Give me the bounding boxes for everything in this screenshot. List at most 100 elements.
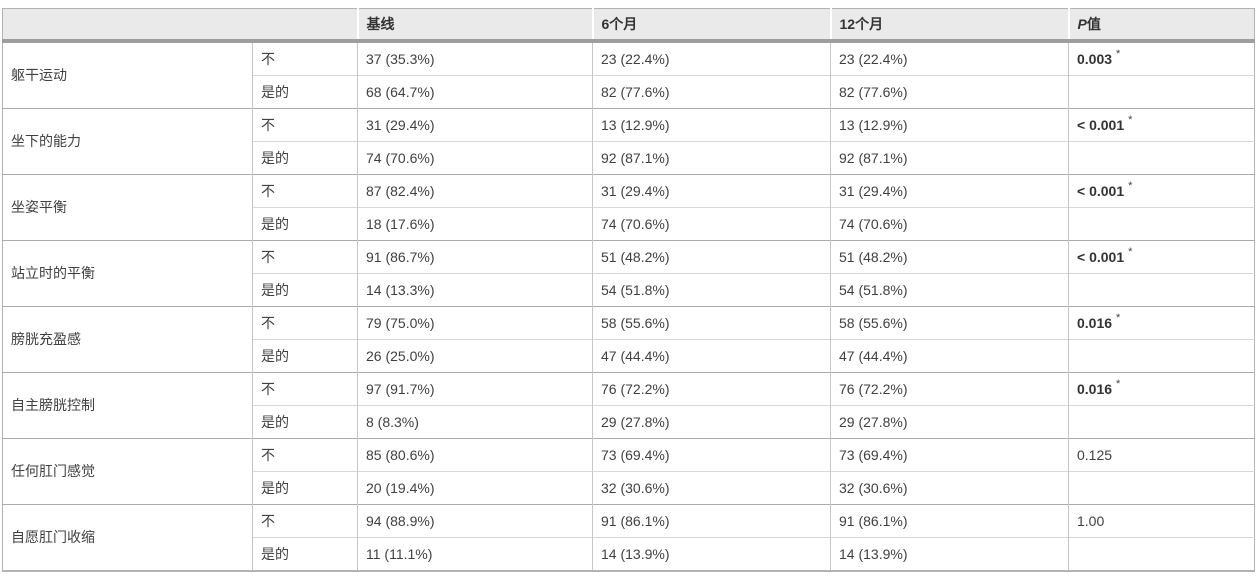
- answer-cell: 不: [252, 437, 358, 471]
- answer-cell: 不: [252, 107, 358, 141]
- item-cell: 自愿肛门收缩: [2, 503, 253, 571]
- table-row: 站立时的平衡不 91 (86.7%) 51 (48.2%) 51 (48.2%) < 0…: [2, 239, 1255, 306]
- value-cell-6month: 76 (72.2%): [592, 371, 831, 405]
- header-cell-pvalue: P值: [1067, 8, 1255, 43]
- header-cell-baseline: 基线: [356, 8, 593, 43]
- value-cell-6month: 73 (69.4%): [592, 437, 831, 471]
- value-cell-12month: 91 (86.1%): [830, 503, 1069, 537]
- answer-cell: 是的: [252, 272, 358, 306]
- table-header: 基线 6个月 12个月 P值: [2, 8, 1255, 43]
- header-cell-12month: 12个月: [829, 8, 1069, 43]
- header-cell-spacer: [2, 8, 358, 43]
- value-cell-baseline: 26 (25.0%): [357, 338, 593, 372]
- answer-cell: 不: [252, 40, 358, 75]
- p-value-cell: [1068, 536, 1255, 571]
- significance-asterisk: *: [1128, 245, 1133, 258]
- value-cell-6month: 92 (87.1%): [592, 140, 831, 174]
- answer-cell: 不: [252, 503, 358, 537]
- item-cell: 任何肛门感觉: [2, 437, 253, 504]
- value-cell-12month: 74 (70.6%): [830, 206, 1069, 240]
- p-value-cell: 0.016 *: [1068, 305, 1255, 339]
- answer-cell: 是的: [252, 140, 358, 174]
- item-cell: 坐姿平衡: [2, 173, 253, 240]
- value-cell-6month: 74 (70.6%): [592, 206, 831, 240]
- p-value-italic-letter: P: [1077, 15, 1087, 32]
- item-cell: 自主膀胱控制: [2, 371, 253, 438]
- value-cell-baseline: 91 (86.7%): [357, 239, 593, 273]
- p-value-cell: 0.125: [1068, 437, 1255, 471]
- value-cell-6month: 51 (48.2%): [592, 239, 831, 273]
- value-cell-baseline: 31 (29.4%): [357, 107, 593, 141]
- p-value-suffix: 值: [1086, 15, 1101, 32]
- p-value-cell: [1068, 338, 1255, 372]
- value-cell-12month: 13 (12.9%): [830, 107, 1069, 141]
- value-cell-6month: 54 (51.8%): [592, 272, 831, 306]
- value-cell-baseline: 87 (82.4%): [357, 173, 593, 207]
- table-row: 自愿肛门收缩不 94 (88.9%) 91 (86.1%) 91 (86.1%) 1.0…: [2, 503, 1255, 571]
- answer-cell: 是的: [252, 338, 358, 372]
- answer-cell: 是的: [252, 404, 358, 438]
- answer-cell: 是的: [252, 536, 358, 571]
- significance-asterisk: *: [1116, 47, 1121, 60]
- answer-cell: 是的: [252, 74, 358, 108]
- p-value-text: 0.003: [1077, 50, 1113, 67]
- value-cell-12month: 51 (48.2%): [830, 239, 1069, 273]
- item-cell: 膀胱充盈感: [2, 305, 253, 372]
- p-value-text: 0.016: [1077, 380, 1113, 397]
- answer-cell: 是的: [252, 470, 358, 504]
- p-value-cell: [1068, 404, 1255, 438]
- table-row: 是的 26 (25.0%) 47 (44.4%) 47 (44.4%): [3, 338, 1255, 372]
- p-value-cell: [1068, 470, 1255, 504]
- value-cell-baseline: 68 (64.7%): [357, 74, 593, 108]
- table-row: 是的 8 (8.3%) 29 (27.8%) 29 (27.8%): [3, 404, 1255, 438]
- value-cell-6month: 47 (44.4%): [592, 338, 831, 372]
- value-cell-12month: 76 (72.2%): [830, 371, 1069, 405]
- table-row: 是的 20 (19.4%) 32 (30.6%) 32 (30.6%): [3, 470, 1255, 504]
- value-cell-12month: 54 (51.8%): [830, 272, 1069, 306]
- p-value-cell: < 0.001 *: [1068, 239, 1255, 273]
- item-cell: 躯干运动: [2, 40, 253, 108]
- value-cell-baseline: 8 (8.3%): [357, 404, 593, 438]
- value-cell-baseline: 14 (13.3%): [357, 272, 593, 306]
- table-body: 躯干运动不 37 (35.3%) 23 (22.4%) 23 (22.4%) 0.003…: [2, 40, 1255, 571]
- significance-asterisk: *: [1128, 179, 1133, 192]
- value-cell-6month: 58 (55.6%): [592, 305, 831, 339]
- p-value-cell: < 0.001 *: [1068, 107, 1255, 141]
- value-cell-12month: 82 (77.6%): [830, 74, 1069, 108]
- item-cell: 坐下的能力: [2, 107, 253, 174]
- table-row: 膀胱充盈感不 79 (75.0%) 58 (55.6%) 58 (55.6%) 0.01…: [2, 305, 1255, 372]
- value-cell-6month: 82 (77.6%): [592, 74, 831, 108]
- significance-asterisk: *: [1116, 377, 1121, 390]
- value-cell-baseline: 97 (91.7%): [357, 371, 593, 405]
- p-value-cell: 1.00: [1068, 503, 1255, 537]
- table-row: 坐姿平衡不 87 (82.4%) 31 (29.4%) 31 (29.4%) < 0.0…: [2, 173, 1255, 240]
- p-value-cell: [1068, 140, 1255, 174]
- p-value-text: < 0.001: [1077, 248, 1125, 265]
- answer-cell: 不: [252, 371, 358, 405]
- header-cell-6month: 6个月: [591, 8, 831, 43]
- value-cell-baseline: 74 (70.6%): [357, 140, 593, 174]
- value-cell-6month: 23 (22.4%): [592, 40, 831, 75]
- value-cell-baseline: 79 (75.0%): [357, 305, 593, 339]
- value-cell-12month: 47 (44.4%): [830, 338, 1069, 372]
- table-row: 是的 68 (64.7%) 82 (77.6%) 82 (77.6%): [3, 74, 1255, 108]
- value-cell-6month: 32 (30.6%): [592, 470, 831, 504]
- table-row: 坐下的能力不 31 (29.4%) 13 (12.9%) 13 (12.9%) < 0.…: [2, 107, 1255, 174]
- value-cell-6month: 31 (29.4%): [592, 173, 831, 207]
- value-cell-6month: 91 (86.1%): [592, 503, 831, 537]
- answer-cell: 不: [252, 173, 358, 207]
- value-cell-6month: 13 (12.9%): [592, 107, 831, 141]
- value-cell-baseline: 94 (88.9%): [357, 503, 593, 537]
- outcomes-table: 基线 6个月 12个月 P值 躯干运动不 37 (35.3%) 23 (22.4%)…: [2, 8, 1255, 572]
- value-cell-baseline: 18 (17.6%): [357, 206, 593, 240]
- p-value-cell: [1068, 74, 1255, 108]
- significance-asterisk: *: [1116, 311, 1121, 324]
- item-cell: 站立时的平衡: [2, 239, 253, 306]
- value-cell-12month: 58 (55.6%): [830, 305, 1069, 339]
- p-value-cell: 0.016 *: [1068, 371, 1255, 405]
- answer-cell: 不: [252, 305, 358, 339]
- value-cell-12month: 92 (87.1%): [830, 140, 1069, 174]
- value-cell-12month: 73 (69.4%): [830, 437, 1069, 471]
- answer-cell: 不: [252, 239, 358, 273]
